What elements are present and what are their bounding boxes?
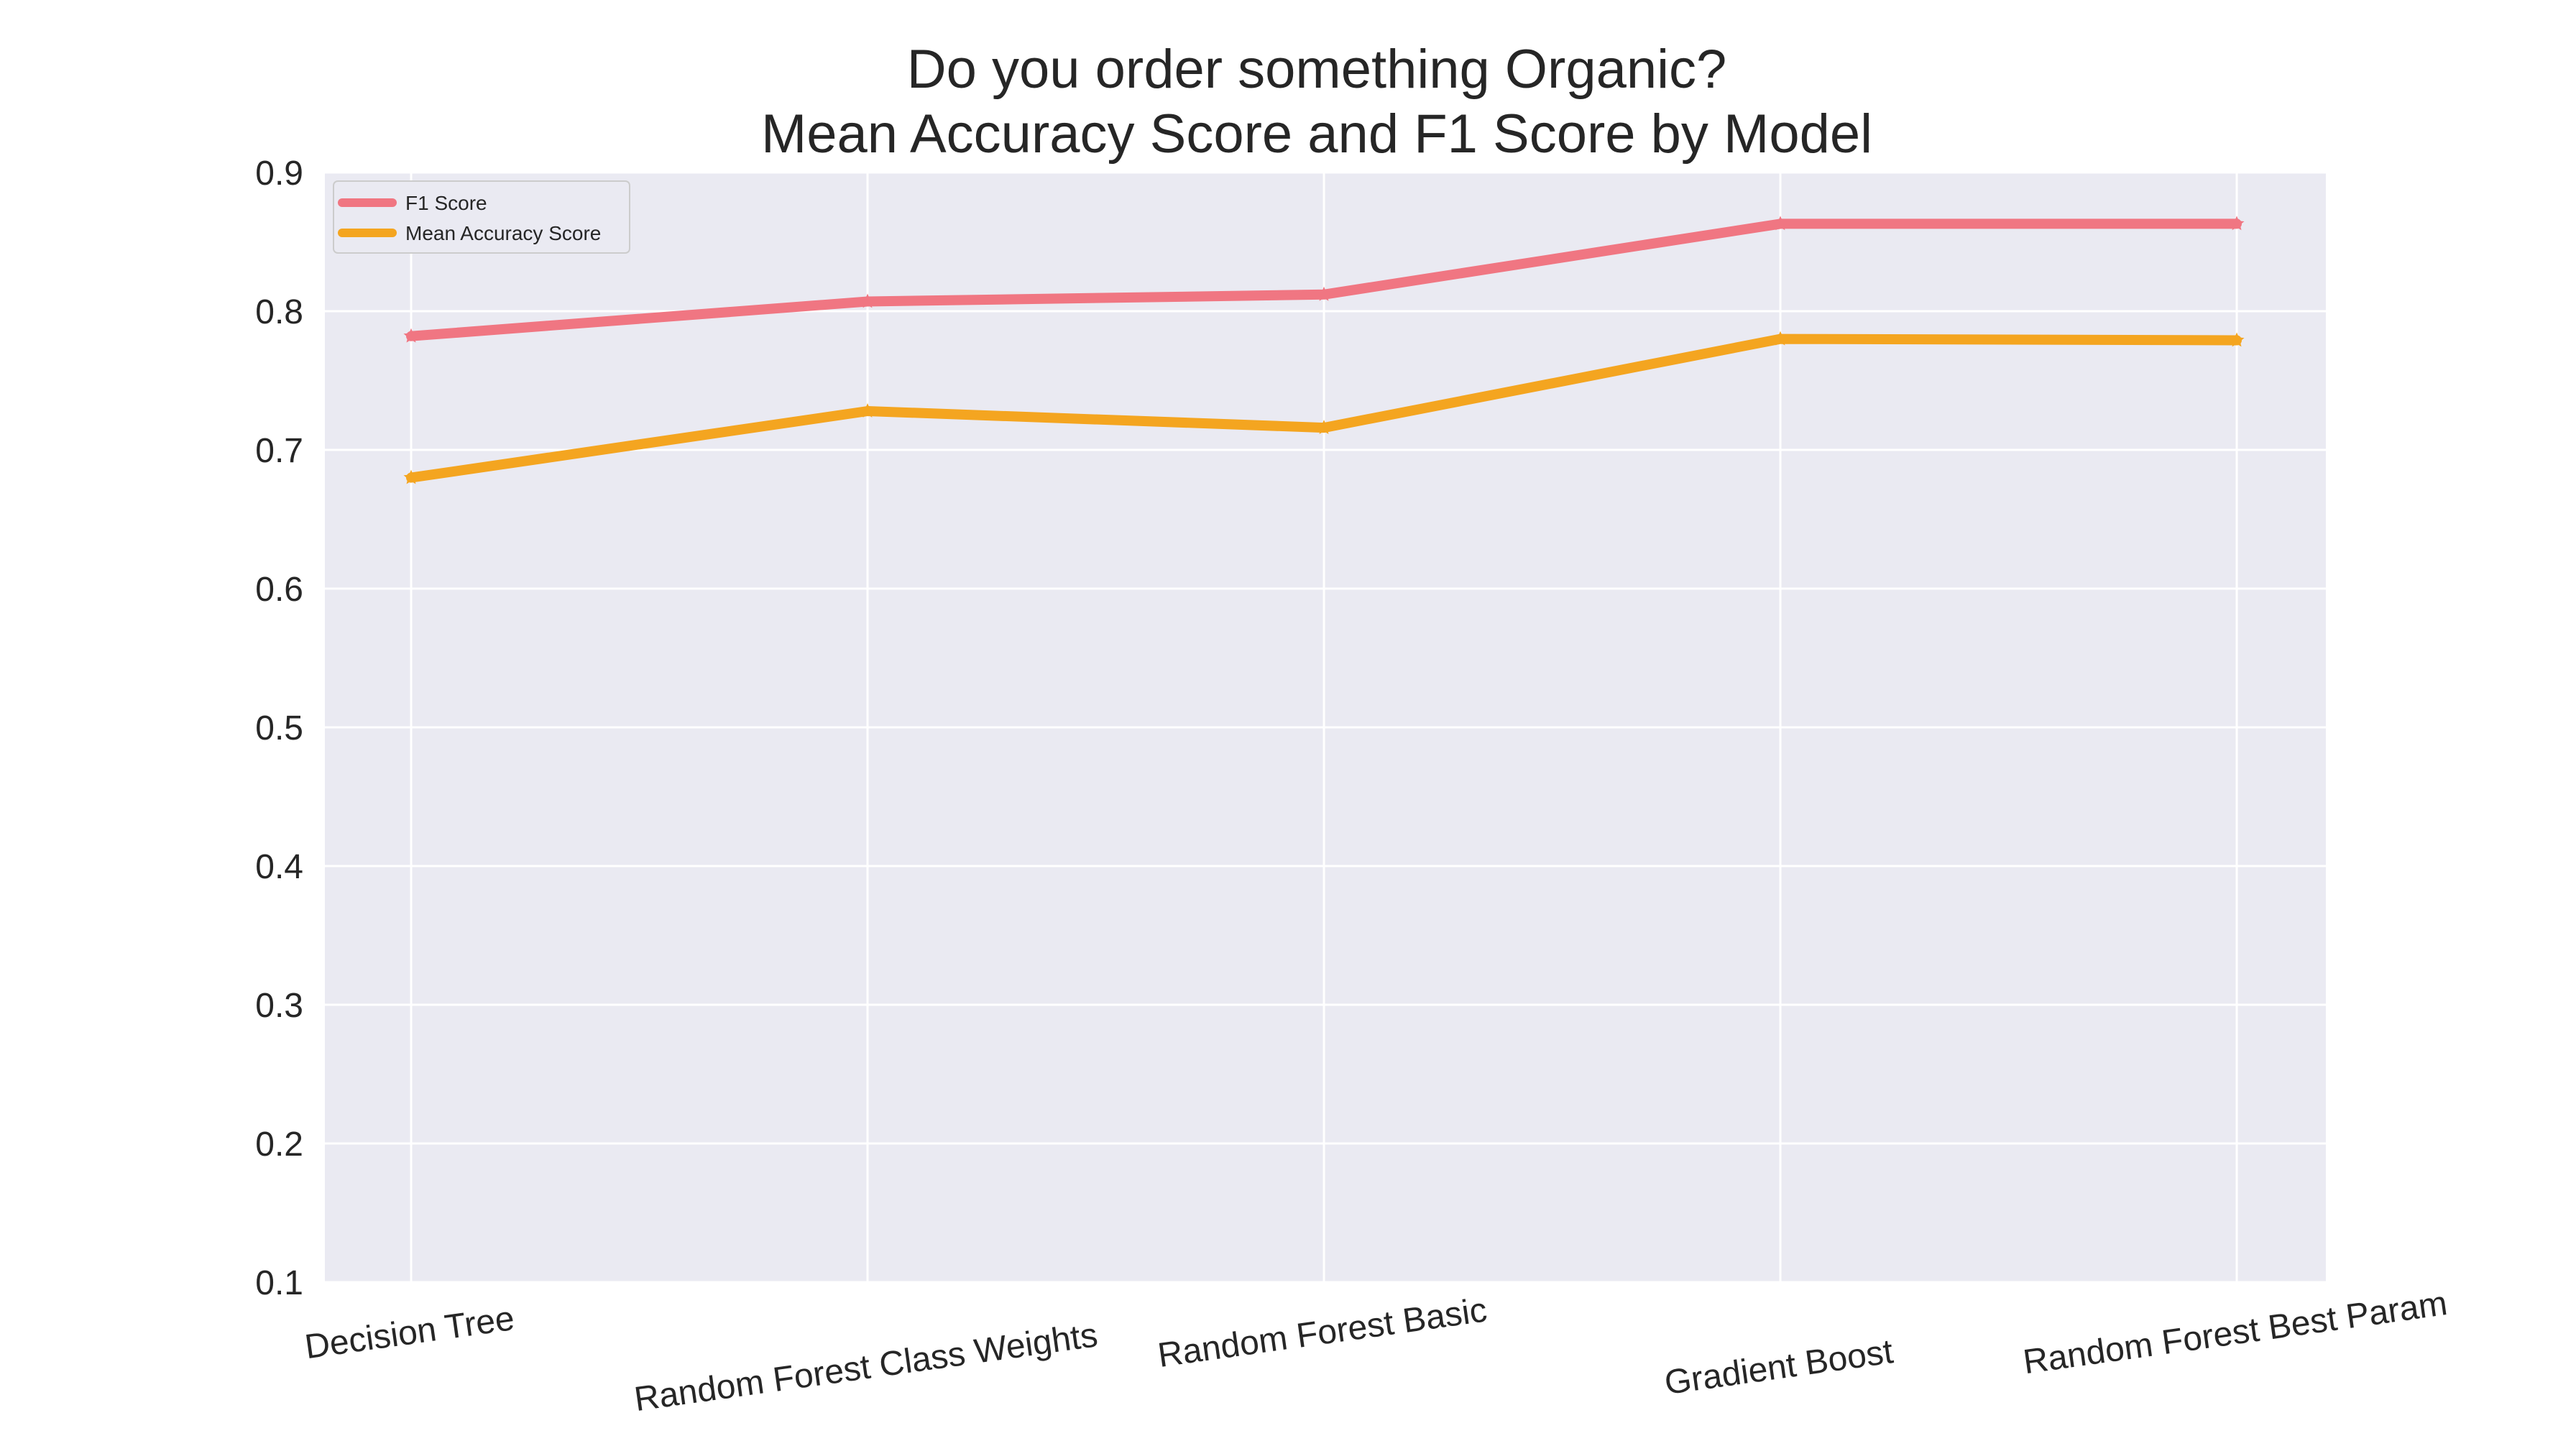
y-tick-label: 0.1	[255, 1264, 303, 1302]
data-point	[1316, 420, 1332, 434]
series-1	[403, 331, 2245, 484]
x-tick-label: Random Forest Class Weights	[632, 1316, 1100, 1419]
y-tick-label: 0.7	[255, 432, 303, 470]
data-point	[860, 403, 875, 418]
data-point	[1316, 286, 1332, 301]
data-point	[1772, 331, 1788, 346]
chart-title-line-1: Do you order something Organic?	[907, 39, 1727, 100]
data-point	[403, 328, 419, 343]
chart-title-line-2: Mean Accuracy Score and F1 Score by Mode…	[761, 103, 1872, 165]
data-point	[1772, 216, 1788, 231]
y-tick-label: 0.3	[255, 987, 303, 1025]
y-tick-label: 0.4	[255, 848, 303, 886]
y-tick-label: 0.5	[255, 709, 303, 747]
x-tick-label: Random Forest Best Param	[2021, 1284, 2450, 1381]
y-tick-label: 0.6	[255, 571, 303, 609]
y-tick-labels: 0.1 0.2 0.3 0.4 0.5 0.6 0.7 0.8 0.9	[255, 155, 303, 1302]
legend-item: Mean Accuracy Score	[338, 222, 601, 244]
legend-label: F1 Score	[405, 192, 487, 214]
x-tick-labels: Decision Tree Random Forest Class Weights…	[303, 1284, 2450, 1419]
series-0	[403, 216, 2245, 343]
data-point	[2229, 332, 2245, 347]
y-tick-label: 0.9	[255, 155, 303, 193]
grid-lines	[325, 171, 2326, 1284]
data-point	[403, 469, 419, 484]
series-lines	[403, 216, 2245, 484]
x-tick-label: Gradient Boost	[1662, 1332, 1895, 1402]
legend: F1 Score Mean Accuracy Score	[333, 180, 630, 254]
y-tick-label: 0.2	[255, 1125, 303, 1164]
x-tick-label: Decision Tree	[303, 1299, 517, 1366]
legend-item: F1 Score	[338, 192, 487, 214]
data-point	[860, 293, 875, 308]
y-tick-label: 0.8	[255, 293, 303, 331]
data-point	[2229, 216, 2245, 231]
legend-box	[333, 180, 630, 254]
x-tick-label: Random Forest Basic	[1156, 1291, 1489, 1375]
legend-label: Mean Accuracy Score	[405, 222, 601, 244]
